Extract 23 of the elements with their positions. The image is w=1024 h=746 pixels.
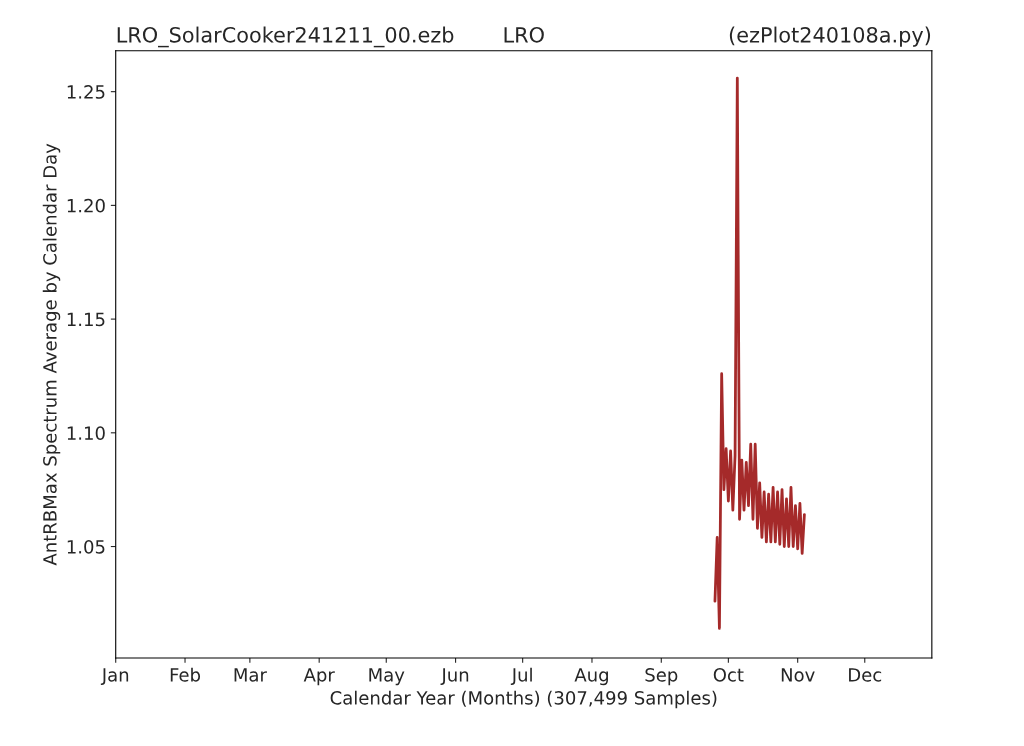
x-tick-label: Jul (510, 667, 532, 686)
x-tick-label: Dec (849, 668, 882, 682)
y-tick-label: 1.25 (67, 85, 105, 99)
x-tick-label: Sep (645, 668, 678, 686)
x-tick-label: Apr (303, 668, 335, 686)
x-tick-label: Oct (713, 668, 744, 682)
x-tick-label: Mar (234, 668, 267, 682)
text: (ezPlot240108a.py) (729, 26, 931, 47)
x-tick-label: Aug (574, 668, 608, 686)
chart-title: LRO_SolarCooker241211_00.ezb (117, 26, 454, 48)
y-tick-label: 1.20 (67, 198, 105, 213)
x-tick-label: May (369, 668, 405, 686)
x-tick-label: Feb (170, 667, 201, 682)
x-axis-title: Calendar Year (Months) (307,499 Samples) (330, 690, 717, 709)
y-axis-title: AntRBMax Spectrum Average by Calendar Day (42, 143, 61, 566)
line-series (713, 76, 806, 630)
x-tick-label: Jun (440, 668, 469, 686)
x-tick-label: Jan (100, 668, 129, 686)
y-tick-label: 1.05 (67, 539, 105, 554)
chart-subtitle: LRO (504, 26, 544, 43)
y-tick-label: 1.15 (67, 312, 105, 327)
y-tick-label: 1.10 (67, 426, 105, 440)
x-tick-label: Nov (781, 668, 815, 682)
